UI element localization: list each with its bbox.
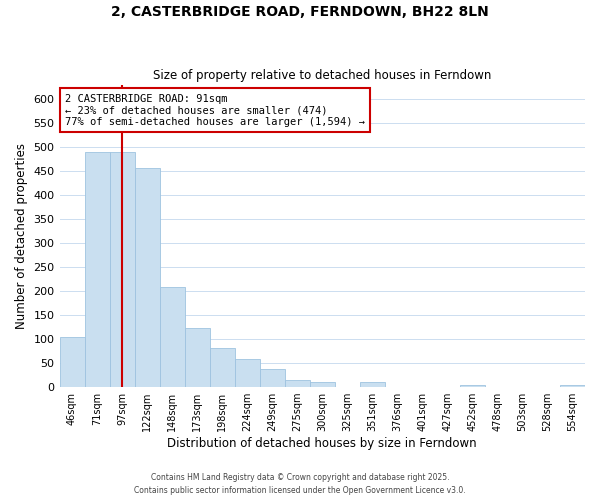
Bar <box>185 328 209 387</box>
Bar <box>560 384 585 387</box>
Bar <box>260 370 285 387</box>
Title: Size of property relative to detached houses in Ferndown: Size of property relative to detached ho… <box>153 69 491 82</box>
Bar <box>160 287 185 387</box>
Bar <box>460 384 485 387</box>
Bar <box>110 152 134 387</box>
Text: Contains HM Land Registry data © Crown copyright and database right 2025.
Contai: Contains HM Land Registry data © Crown c… <box>134 474 466 495</box>
Bar <box>235 359 260 387</box>
Bar <box>59 336 85 387</box>
Bar <box>285 380 310 387</box>
Bar <box>360 382 385 387</box>
Bar <box>209 348 235 387</box>
Text: 2 CASTERBRIDGE ROAD: 91sqm
← 23% of detached houses are smaller (474)
77% of sem: 2 CASTERBRIDGE ROAD: 91sqm ← 23% of deta… <box>65 94 365 127</box>
Y-axis label: Number of detached properties: Number of detached properties <box>15 143 28 329</box>
Text: 2, CASTERBRIDGE ROAD, FERNDOWN, BH22 8LN: 2, CASTERBRIDGE ROAD, FERNDOWN, BH22 8LN <box>111 5 489 19</box>
Bar <box>134 168 160 387</box>
X-axis label: Distribution of detached houses by size in Ferndown: Distribution of detached houses by size … <box>167 437 477 450</box>
Bar <box>310 382 335 387</box>
Bar <box>85 152 110 387</box>
